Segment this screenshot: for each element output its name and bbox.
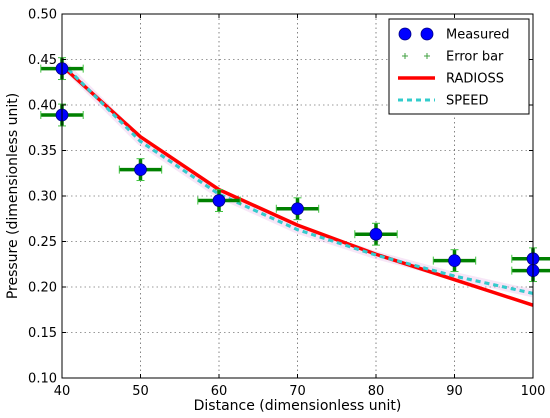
legend-label: Measured — [446, 28, 510, 43]
y-tick-label: 0.35 — [28, 144, 57, 159]
y-tick-label: 0.40 — [28, 99, 57, 114]
speed-line — [60, 62, 534, 295]
legend-marker-measured — [420, 27, 434, 41]
y-tick-label: 0.20 — [28, 281, 57, 296]
x-tick-label: 100 — [521, 384, 546, 399]
measured-point — [448, 254, 461, 268]
measured-point — [369, 227, 383, 241]
legend: Measured Error bar RADIOSS SPEED — [388, 18, 530, 115]
x-tick-label: 50 — [132, 384, 149, 399]
y-tick-label: 0.15 — [28, 326, 57, 341]
y-axis-title: Pressure (dimensionless unit) — [5, 93, 21, 299]
x-tick-label: 40 — [54, 384, 71, 399]
y-tick-label: 0.50 — [28, 8, 57, 23]
measured-point — [212, 194, 226, 207]
x-tick-label: 60 — [211, 384, 228, 399]
legend-label: SPEED — [446, 94, 489, 109]
legend-box — [388, 18, 530, 115]
x-tick-label: 80 — [368, 384, 385, 399]
measured-point — [134, 163, 147, 177]
legend-marker-measured — [398, 27, 412, 41]
y-tick-label: 0.30 — [28, 190, 57, 205]
y-tick-label: 0.10 — [28, 372, 57, 387]
y-tick-label: 0.25 — [28, 235, 57, 250]
y-tick-label: 0.45 — [28, 53, 57, 68]
x-tick-label: 70 — [289, 384, 306, 399]
radioss-line — [60, 64, 534, 307]
legend-label: Error bar — [446, 50, 504, 65]
x-axis-title: Distance (dimensionless unit) — [194, 398, 402, 414]
x-tick-label: 90 — [446, 384, 463, 399]
ticks: 40 50 60 70 80 90 100 0.10 0.15 0.20 0.25 0.30 0.35 0… — [28, 8, 545, 400]
legend-label: RADIOSS — [446, 72, 504, 87]
series-layer — [40, 57, 550, 307]
measured-point — [291, 202, 304, 216]
